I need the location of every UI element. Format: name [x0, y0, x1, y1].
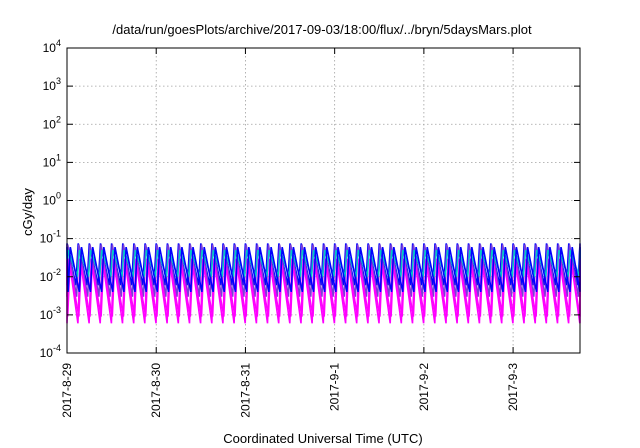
series-line-5 — [66, 246, 581, 293]
y-tick-label: 10-1 — [40, 229, 61, 246]
x-tick-label: 2017-8-29 — [60, 363, 74, 418]
y-tick-label: 101 — [43, 152, 61, 169]
y-tick-label: 10-3 — [40, 305, 61, 322]
y-axis-label: cGy/day — [20, 188, 35, 236]
y-tick-label: 100 — [43, 191, 61, 208]
x-axis-label: Coordinated Universal Time (UTC) — [223, 431, 422, 446]
y-tick-label: 102 — [43, 114, 61, 131]
y-tick-labels: 10-4 10-3 10-2 10-1 100 101 102 103 104 — [40, 38, 61, 360]
y-tick-label: 103 — [43, 76, 61, 93]
y-tick-label: 10-2 — [40, 267, 61, 284]
x-tick-label: 2017-9-2 — [417, 363, 431, 411]
y-tick-label: 104 — [43, 38, 61, 55]
x-tick-labels: 2017-8-29 2017-8-30 2017-8-31 2017-9-1 2017-… — [60, 363, 520, 418]
chart-title: /data/run/goesPlots/archive/2017-09-03/1… — [112, 22, 532, 37]
x-tick-label: 2017-8-31 — [238, 363, 252, 418]
x-tick-label: 2017-8-30 — [149, 363, 163, 418]
series-line-2 — [66, 249, 581, 278]
axes — [66, 47, 581, 354]
series-group — [66, 243, 581, 324]
x-tick-label: 2017-9-3 — [506, 363, 520, 411]
plot-frame — [66, 47, 581, 354]
y-tick-label: 10-4 — [40, 343, 61, 360]
x-tick-label: 2017-9-1 — [328, 363, 342, 411]
